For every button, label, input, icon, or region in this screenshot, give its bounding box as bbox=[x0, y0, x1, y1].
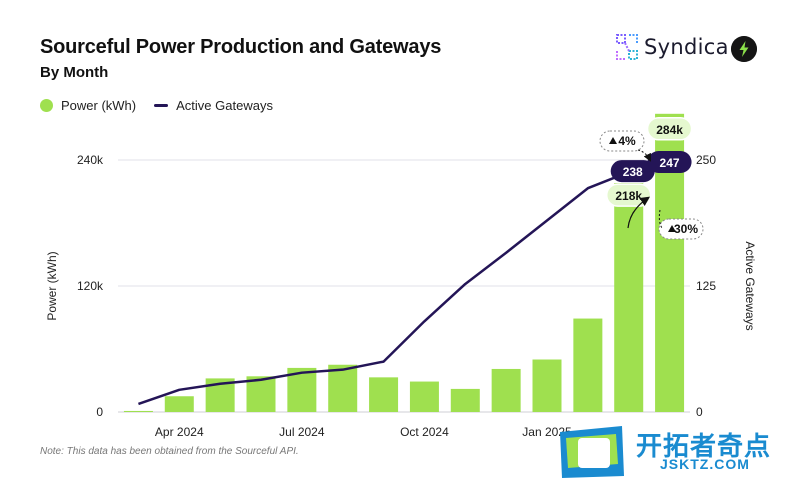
chart-subtitle: By Month bbox=[40, 64, 109, 81]
power-growth-arrow bbox=[627, 196, 650, 229]
up-triangle-icon bbox=[668, 225, 676, 232]
gateway-change-label: 4% bbox=[618, 134, 636, 148]
legend: Power (kWh) Active Gateways bbox=[40, 98, 273, 113]
legend-label-power: Power (kWh) bbox=[61, 98, 137, 113]
x-tick-label: Apr 2024 bbox=[155, 425, 204, 439]
watermark-text: 开拓者奇点 bbox=[636, 431, 772, 461]
up-triangle-icon bbox=[609, 137, 617, 144]
legend-label-gateways: Active Gateways bbox=[176, 98, 273, 113]
bar-power-1 bbox=[164, 396, 194, 412]
bar-power-7 bbox=[409, 381, 439, 412]
y-tick-label: 240k bbox=[77, 153, 104, 167]
bar-value-label: 218k bbox=[615, 189, 642, 203]
y2-tick-label: 125 bbox=[696, 279, 716, 293]
syndica-logo-icon bbox=[616, 34, 638, 60]
bar-value-label: 284k bbox=[656, 123, 683, 137]
bar-power-11 bbox=[573, 318, 603, 412]
bar-value-pill bbox=[646, 117, 693, 141]
line-value-pill bbox=[610, 160, 655, 183]
bar-power-9 bbox=[491, 368, 521, 412]
bar-power-3 bbox=[246, 376, 276, 412]
y-axis-title: Power (kWh) bbox=[45, 251, 59, 320]
x-tick-label: Jan 2025 bbox=[522, 425, 572, 439]
line-value-label: 238 bbox=[623, 165, 643, 179]
x-tick-label: Oct 2024 bbox=[400, 425, 449, 439]
bar-power-6 bbox=[369, 377, 399, 412]
brand-name: Syndica bbox=[644, 35, 729, 59]
line-value-pill bbox=[647, 151, 692, 174]
x-tick-label: Jul 2024 bbox=[279, 425, 325, 439]
y-tick-label: 120k bbox=[77, 279, 104, 293]
bar-power-12 bbox=[614, 183, 644, 412]
y2-axis-title: Active Gateways bbox=[743, 241, 757, 330]
line-value-label: 247 bbox=[660, 156, 680, 170]
gateway-change-pill bbox=[599, 130, 645, 152]
power-change-label: 30% bbox=[674, 222, 698, 236]
bar-power-5 bbox=[328, 364, 358, 412]
y-tick-label: 0 bbox=[96, 405, 103, 419]
legend-item-gateways: Active Gateways bbox=[154, 98, 273, 113]
lightning-bolt-icon bbox=[731, 36, 757, 62]
gateway-growth-arrow bbox=[637, 149, 651, 162]
y2-tick-label: 0 bbox=[696, 405, 703, 419]
watermark-badge bbox=[560, 426, 624, 478]
power-change-connector bbox=[658, 209, 663, 229]
legend-swatch-gateways bbox=[154, 104, 169, 107]
legend-item-power: Power (kWh) bbox=[40, 98, 136, 113]
brand-logo: Syndica bbox=[616, 34, 729, 60]
legend-swatch-power bbox=[40, 99, 53, 112]
bar-power-8 bbox=[450, 388, 480, 412]
chart-title: Sourceful Power Production and Gateways bbox=[40, 36, 442, 58]
watermark-subtext: JSKTZ.COM bbox=[660, 456, 750, 472]
line-active-gateways bbox=[138, 161, 670, 406]
power-change-pill bbox=[658, 218, 704, 240]
bar-power-10 bbox=[532, 359, 562, 412]
bar-power-0 bbox=[123, 410, 153, 412]
source-note: Note: This data has been obtained from t… bbox=[40, 446, 299, 457]
y2-tick-label: 250 bbox=[696, 153, 716, 167]
